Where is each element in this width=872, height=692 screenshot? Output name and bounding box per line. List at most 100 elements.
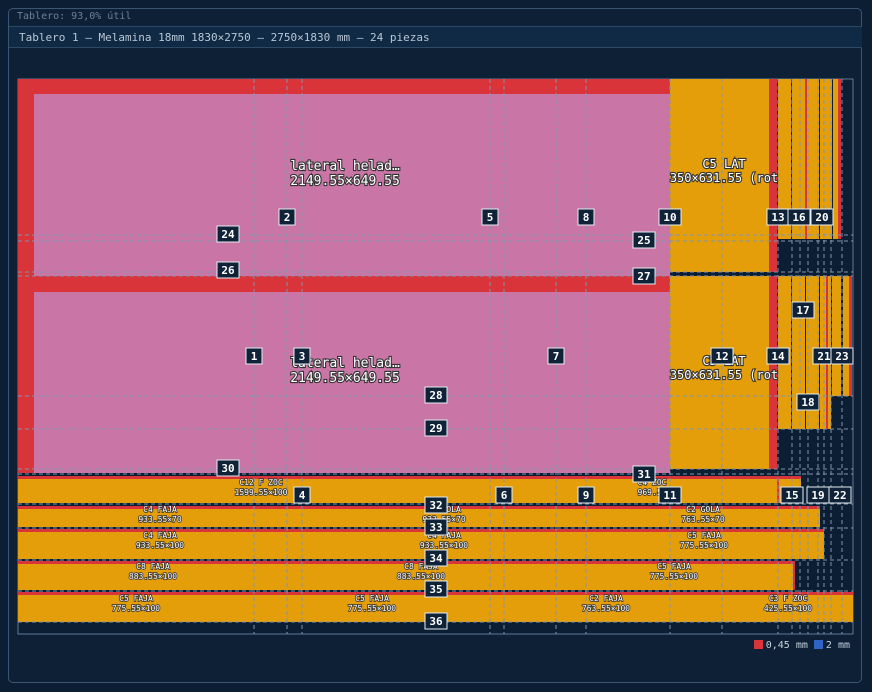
edge-band <box>18 276 34 473</box>
cut-marker[interactable]: 17 <box>791 301 815 319</box>
cut-marker-label: 19 <box>811 489 824 502</box>
cut-marker-label: 17 <box>796 304 809 317</box>
cut-marker[interactable]: 25 <box>632 231 656 249</box>
cut-marker[interactable]: 24 <box>216 225 240 243</box>
cut-marker-label: 14 <box>771 350 785 363</box>
cut-marker[interactable]: 32 <box>424 496 448 514</box>
cut-marker[interactable]: 5 <box>481 208 499 226</box>
cut-marker-label: 3 <box>299 350 306 363</box>
legend-item-thin: 0,45 mm <box>753 640 808 651</box>
cut-marker-box <box>293 486 311 504</box>
cut-marker[interactable]: 33 <box>424 518 448 536</box>
cut-marker-box <box>791 301 815 319</box>
cut-marker[interactable]: 36 <box>424 612 448 630</box>
cut-marker[interactable]: 26 <box>216 261 240 279</box>
cut-marker[interactable]: 22 <box>828 486 852 504</box>
cut-marker[interactable]: 8 <box>577 208 595 226</box>
cut-marker-label: 20 <box>815 211 828 224</box>
cut-marker-box <box>424 419 448 437</box>
cut-marker[interactable]: 27 <box>632 267 656 285</box>
piece-lateral-2[interactable] <box>18 276 670 473</box>
cut-marker[interactable]: 11 <box>658 486 682 504</box>
piece-label-name: C2 GOLA <box>686 505 720 514</box>
cut-marker-box <box>766 347 790 365</box>
cut-marker-box <box>245 347 263 365</box>
cut-marker[interactable]: 10 <box>658 208 682 226</box>
cut-marker-box <box>632 267 656 285</box>
cut-marker-label: 26 <box>221 264 235 277</box>
cut-marker-label: 7 <box>553 350 560 363</box>
cut-marker-box <box>481 208 499 226</box>
piece-label-name: C5 FAJA <box>119 594 153 603</box>
cut-marker[interactable]: 12 <box>710 347 734 365</box>
cut-marker-box <box>787 208 811 226</box>
cut-marker-box <box>278 208 296 226</box>
cut-marker-box <box>216 225 240 243</box>
strip-row-1[interactable] <box>18 476 801 503</box>
piece-label-name: C2 FAJA <box>589 594 623 603</box>
cut-marker-box <box>424 496 448 514</box>
cut-marker-box <box>658 486 682 504</box>
piece-label-name: C4 FAJA <box>143 505 177 514</box>
cut-marker-label: 22 <box>833 489 846 502</box>
cut-marker-label: 33 <box>429 521 442 534</box>
cut-marker-label: 5 <box>487 211 494 224</box>
legend-swatch-blue <box>813 640 823 649</box>
piece-c5-lat-1[interactable] <box>670 79 777 272</box>
cut-marker-label: 25 <box>637 234 650 247</box>
piece-label-name: C8 FAJA <box>136 562 170 571</box>
cut-marker[interactable]: 16 <box>787 208 811 226</box>
piece-label-size: 775.55×100 <box>112 604 160 613</box>
cut-marker[interactable]: 6 <box>495 486 513 504</box>
edge-band <box>18 476 801 479</box>
edge-band <box>18 276 670 292</box>
cut-marker[interactable]: 28 <box>424 386 448 404</box>
cut-marker[interactable]: 2 <box>278 208 296 226</box>
piece-lateral-1[interactable] <box>18 79 670 276</box>
cut-marker[interactable]: 9 <box>577 486 595 504</box>
strip-row-4[interactable] <box>18 561 794 590</box>
cut-marker-label: 29 <box>429 422 442 435</box>
cut-marker-label: 15 <box>785 489 798 502</box>
legend-swatch-red <box>753 640 763 649</box>
cut-marker-label: 2 <box>284 211 291 224</box>
piece-label-size: 933.55×70 <box>138 515 182 524</box>
cut-marker[interactable]: 7 <box>547 347 565 365</box>
cut-marker[interactable]: 35 <box>424 580 448 598</box>
piece-label-size: 969.55 <box>638 488 667 497</box>
piece-c5-lat-2[interactable] <box>670 276 777 469</box>
cut-marker[interactable]: 30 <box>216 459 240 477</box>
cut-marker-label: 32 <box>429 499 442 512</box>
cut-marker[interactable]: 13 <box>766 208 790 226</box>
narrow-strips-top[interactable] <box>778 79 841 239</box>
cut-marker[interactable]: 1 <box>245 347 263 365</box>
cut-marker-box <box>424 580 448 598</box>
cut-marker[interactable]: 18 <box>796 393 820 411</box>
cut-marker[interactable]: 3 <box>293 347 311 365</box>
edge-band <box>18 79 34 276</box>
cut-marker-label: 1 <box>251 350 258 363</box>
piece-label-size: 763.55×70 <box>681 515 725 524</box>
cut-marker[interactable]: 34 <box>424 549 448 567</box>
edge-band <box>18 529 824 532</box>
strip-row-2[interactable] <box>18 506 820 527</box>
cut-marker-box <box>810 208 834 226</box>
cut-marker[interactable]: 23 <box>830 347 854 365</box>
strip-row-3[interactable] <box>18 529 824 559</box>
cut-lines <box>18 79 853 634</box>
cut-marker-label: 23 <box>835 350 848 363</box>
cut-marker[interactable]: 14 <box>766 347 790 365</box>
cut-marker[interactable]: 31 <box>632 465 656 483</box>
cut-marker[interactable]: 20 <box>810 208 834 226</box>
cut-marker-label: 9 <box>583 489 590 502</box>
cut-marker-box <box>828 486 852 504</box>
cut-marker[interactable]: 21 <box>812 347 836 365</box>
cut-marker[interactable]: 4 <box>293 486 311 504</box>
cut-marker[interactable]: 15 <box>780 486 804 504</box>
cut-marker-label: 34 <box>429 552 443 565</box>
cut-marker[interactable]: 19 <box>806 486 830 504</box>
piece-label-name: C5 FAJA <box>355 594 389 603</box>
cut-marker-box <box>216 261 240 279</box>
cut-marker-label: 36 <box>429 615 443 628</box>
cut-marker[interactable]: 29 <box>424 419 448 437</box>
